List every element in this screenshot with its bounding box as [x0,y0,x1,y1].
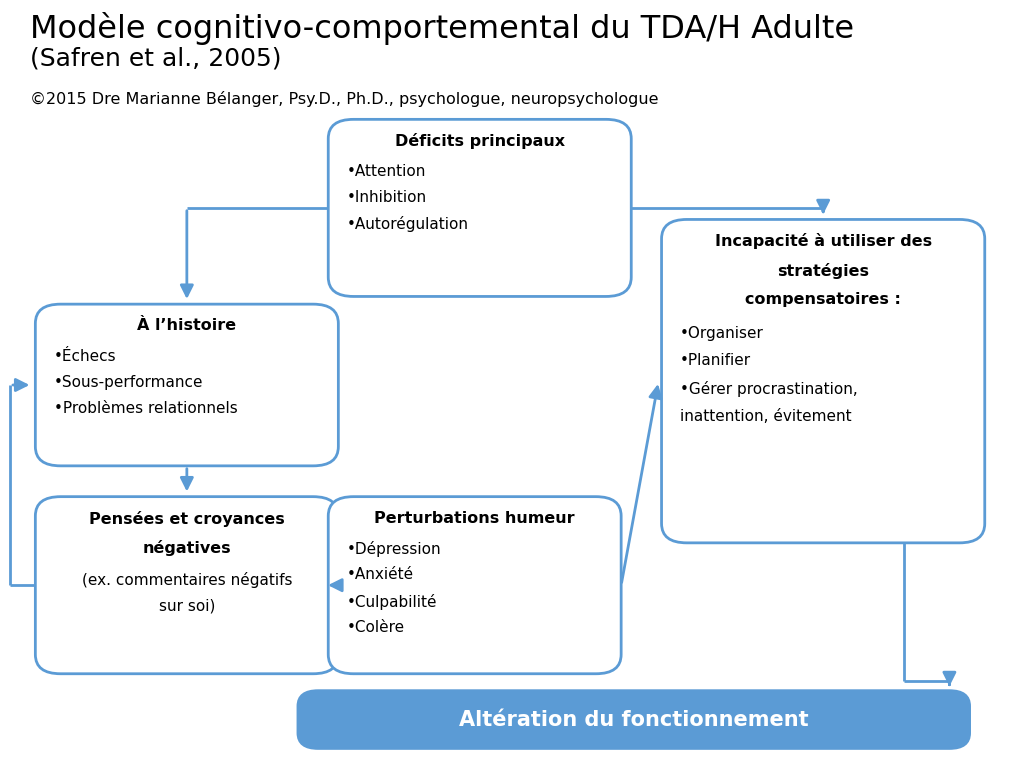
Text: (Safren et al., 2005): (Safren et al., 2005) [30,46,282,70]
Text: •Anxiété: •Anxiété [346,567,413,582]
FancyBboxPatch shape [662,219,985,543]
FancyBboxPatch shape [328,119,631,296]
Text: •Culpabilité: •Culpabilité [346,594,437,610]
Text: Perturbations humeur: Perturbations humeur [375,511,575,525]
Text: •Échecs: •Échecs [54,349,116,363]
Text: Déficits principaux: Déficits principaux [395,133,565,149]
FancyBboxPatch shape [35,497,338,674]
Text: •Sous-performance: •Sous-performance [54,375,203,390]
Text: •Organiser: •Organiser [680,326,764,340]
Text: •Dépression: •Dépression [346,541,441,557]
Text: •Gérer procrastination,: •Gérer procrastination, [680,381,857,397]
FancyBboxPatch shape [298,691,970,748]
Text: •Inhibition: •Inhibition [346,190,426,205]
Text: négatives: négatives [142,540,231,556]
Text: Pensées et croyances: Pensées et croyances [89,511,285,527]
Text: sur soi): sur soi) [159,598,215,613]
Text: (ex. commentaires négatifs: (ex. commentaires négatifs [82,572,292,588]
Text: •Colère: •Colère [346,620,405,634]
Text: Modèle cognitivo-comportemental du TDA/H Adulte: Modèle cognitivo-comportemental du TDA/H… [30,12,854,45]
Text: Incapacité à utiliser des: Incapacité à utiliser des [715,233,931,249]
Text: inattention, évitement: inattention, évitement [680,409,851,424]
Text: •Attention: •Attention [346,164,426,179]
FancyBboxPatch shape [328,497,621,674]
Text: À l’histoire: À l’histoire [137,318,236,333]
Text: •Problèmes relationnels: •Problèmes relationnels [54,401,237,416]
FancyBboxPatch shape [35,304,338,466]
Text: ©2015 Dre Marianne Bélanger, Psy.D., Ph.D., psychologue, neuropsychologue: ©2015 Dre Marianne Bélanger, Psy.D., Ph.… [30,91,659,107]
Text: Altération du fonctionnement: Altération du fonctionnement [459,710,809,729]
Text: •Autorégulation: •Autorégulation [346,216,469,233]
Text: stratégies: stratégies [777,263,870,279]
Text: compensatoires :: compensatoires : [745,292,901,306]
Text: •Planifier: •Planifier [680,353,750,368]
